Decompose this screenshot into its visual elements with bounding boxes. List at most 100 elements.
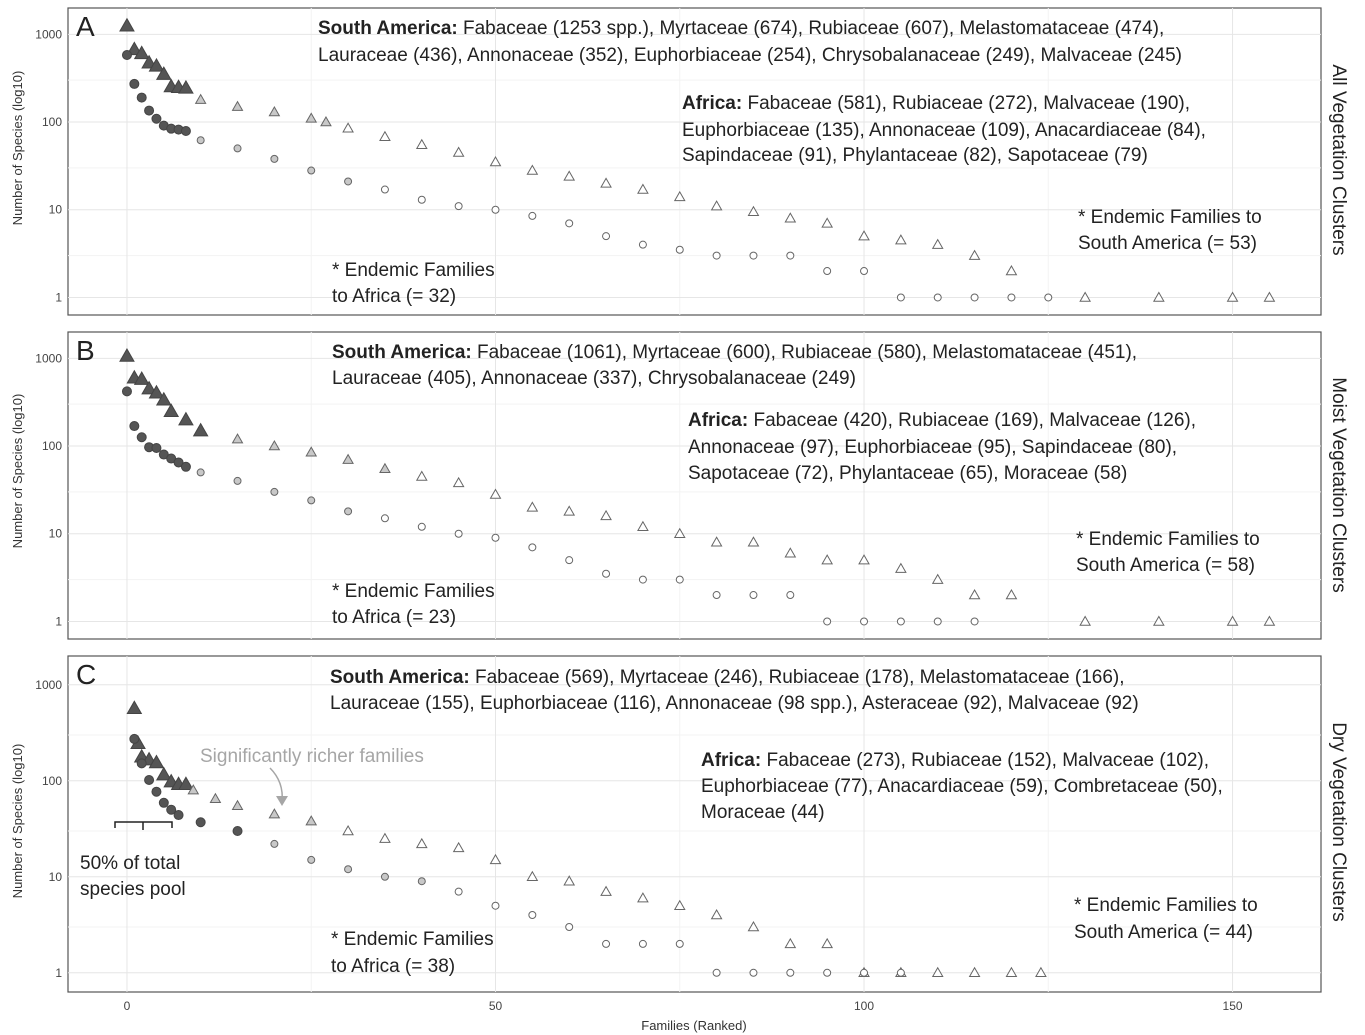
- africa-point: [270, 487, 279, 496]
- south-america-point: [178, 79, 194, 94]
- africa-point: [491, 533, 500, 542]
- south-america-point: [1152, 615, 1165, 626]
- south-america-point: [489, 156, 502, 167]
- africa-point: [196, 468, 205, 477]
- south-america-point: [320, 116, 332, 127]
- africa-point: [1044, 293, 1053, 302]
- africa-point: [158, 797, 169, 808]
- panel-letter-b: B: [76, 335, 95, 366]
- south-america-point: [192, 422, 209, 437]
- africa-point: [491, 901, 500, 910]
- south-america-point: [968, 589, 981, 600]
- south-america-point: [415, 837, 428, 849]
- south-america-point: [268, 808, 281, 819]
- africa-point: [823, 968, 832, 977]
- africa-point: [344, 177, 353, 186]
- south-america-point: [148, 384, 165, 399]
- south-america-point: [526, 164, 539, 175]
- y-tick-label: 10: [49, 203, 63, 217]
- south-america-point: [1005, 265, 1018, 276]
- panel-c-africa-text-2: Euphorbiaceae (77), Anacardiaceae (59), …: [701, 776, 1223, 797]
- south-america-point: [231, 799, 244, 810]
- strip-label-a: All Vegetation Clusters: [1328, 64, 1349, 255]
- panel-b-endemic-af-2: to Africa (= 23): [332, 607, 456, 628]
- africa-point: [151, 113, 162, 124]
- africa-point: [896, 968, 905, 977]
- south-america-point: [747, 205, 760, 216]
- south-america-point: [931, 966, 944, 978]
- panel-c-endemic-sa-2: South America (= 44): [1074, 922, 1253, 943]
- south-america-point: [126, 700, 143, 715]
- panel-a: 1 10 100 1000: [35, 7, 1322, 316]
- south-america-point: [600, 885, 612, 896]
- africa-point: [638, 240, 647, 249]
- africa-point: [712, 591, 721, 600]
- y-tick-label: 100: [42, 774, 62, 788]
- panel-b-south-america-text-2: Lauraceae (405), Annonaceae (337), Chrys…: [332, 368, 856, 389]
- x-tick-label: 100: [854, 999, 874, 1013]
- africa-point: [180, 126, 191, 137]
- south-america-point: [379, 462, 391, 474]
- africa-point: [166, 804, 177, 815]
- y-tick-label: 100: [42, 439, 62, 453]
- south-america-point: [133, 371, 150, 385]
- y-tick-label: 100: [42, 115, 62, 129]
- south-america-point: [268, 106, 281, 117]
- south-america-point: [305, 446, 318, 457]
- africa-point: [129, 78, 140, 89]
- africa-point: [136, 92, 147, 103]
- africa-point: [380, 185, 389, 194]
- africa-point: [528, 211, 537, 220]
- south-america-point: [194, 93, 207, 104]
- africa-point: [786, 591, 795, 600]
- south-america-point: [231, 433, 244, 444]
- africa-point: [860, 267, 869, 276]
- south-america-point: [1005, 966, 1018, 978]
- south-america-point: [784, 547, 797, 558]
- south-america-point: [637, 892, 649, 903]
- panel-c-africa-text: Africa: Fabaceae (273), Rubiaceae (152),…: [701, 750, 1209, 771]
- south-america-point: [155, 66, 172, 80]
- africa-point: [417, 522, 426, 531]
- south-america-point: [1005, 589, 1018, 600]
- south-america-point: [673, 527, 686, 538]
- south-america-point: [187, 784, 200, 795]
- panel-c-endemic-sa: * Endemic Families to: [1074, 895, 1258, 916]
- africa-point: [749, 251, 758, 260]
- africa-point: [528, 911, 537, 920]
- y-tick-label: 1000: [35, 27, 62, 41]
- south-america-point: [931, 573, 944, 584]
- africa-point: [638, 939, 647, 948]
- africa-point: [823, 267, 832, 276]
- panel-c-south-america-text-2: Lauraceae (155), Euphorbiaceae (116), An…: [330, 693, 1139, 714]
- south-america-point: [155, 391, 172, 406]
- south-america-point: [342, 824, 354, 836]
- south-america-point: [489, 488, 502, 499]
- richer-families-label: Significantly richer families: [200, 746, 424, 767]
- africa-point: [307, 496, 316, 505]
- panel-a-endemic-sa: * Endemic Families to: [1078, 207, 1262, 228]
- africa-point: [860, 617, 869, 626]
- africa-point: [270, 839, 279, 848]
- south-america-point: [342, 453, 354, 464]
- panel-b-africa-text: Africa: Fabaceae (420), Rubiaceae (169),…: [688, 410, 1196, 431]
- south-america-point: [747, 920, 760, 932]
- south-america-point: [710, 908, 723, 920]
- south-america-point: [1079, 615, 1092, 626]
- africa-point: [933, 617, 942, 626]
- south-america-point: [710, 536, 723, 547]
- africa-point: [344, 507, 353, 516]
- africa-point: [454, 529, 463, 538]
- species-pool-bracket: [114, 821, 173, 830]
- africa-point: [675, 939, 684, 948]
- africa-point: [528, 543, 537, 552]
- south-america-point: [563, 875, 576, 886]
- south-america-point: [968, 966, 981, 978]
- south-america-point: [379, 130, 391, 141]
- panel-letter-a: A: [76, 11, 95, 42]
- south-america-point: [1263, 615, 1276, 626]
- panel-c: 0 50 100 150 1 10 100 1000: [35, 655, 1322, 1013]
- south-america-point: [342, 122, 354, 133]
- africa-point: [196, 136, 205, 145]
- richer-families-arrowhead: [276, 796, 288, 806]
